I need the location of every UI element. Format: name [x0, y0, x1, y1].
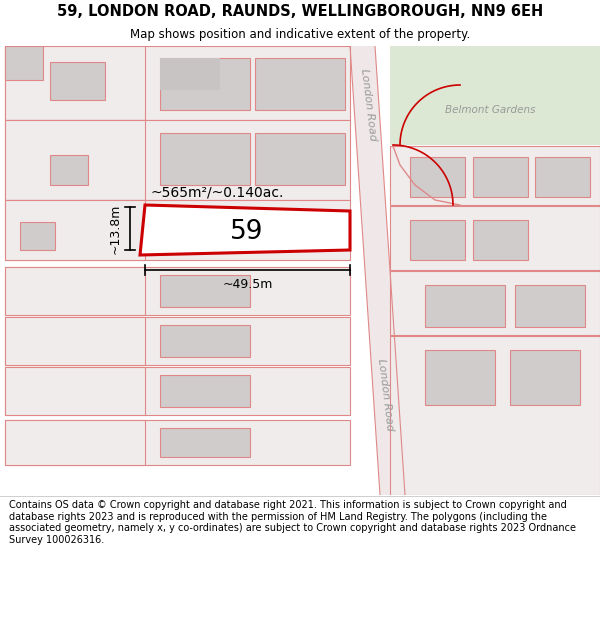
Text: London Road: London Road	[359, 68, 377, 142]
Bar	[515, 285, 585, 327]
Bar	[5, 46, 43, 80]
Bar	[410, 220, 465, 260]
Bar	[160, 428, 250, 457]
Bar	[160, 275, 250, 307]
Bar	[5, 46, 350, 120]
Bar	[5, 317, 145, 365]
Text: ~49.5m: ~49.5m	[223, 278, 272, 291]
Bar	[5, 367, 350, 415]
Bar	[535, 157, 590, 197]
Bar	[160, 58, 250, 110]
Text: London Road: London Road	[376, 358, 394, 432]
Bar	[5, 267, 350, 315]
Bar	[255, 58, 345, 110]
Polygon shape	[390, 46, 600, 145]
Bar	[473, 157, 528, 197]
Bar	[20, 222, 55, 250]
Text: 59, LONDON ROAD, RAUNDS, WELLINGBOROUGH, NN9 6EH: 59, LONDON ROAD, RAUNDS, WELLINGBOROUGH,…	[57, 4, 543, 19]
Polygon shape	[350, 46, 405, 495]
Text: Map shows position and indicative extent of the property.: Map shows position and indicative extent…	[130, 28, 470, 41]
Bar	[50, 155, 88, 185]
Bar	[5, 120, 145, 200]
Bar	[160, 375, 250, 407]
Polygon shape	[140, 205, 350, 255]
Polygon shape	[390, 336, 600, 495]
Bar	[160, 133, 250, 185]
Polygon shape	[390, 271, 600, 335]
Bar	[255, 133, 345, 185]
Bar	[5, 200, 145, 260]
Bar	[160, 325, 250, 357]
Text: Contains OS data © Crown copyright and database right 2021. This information is : Contains OS data © Crown copyright and d…	[9, 500, 576, 545]
Bar	[5, 120, 350, 200]
Bar	[5, 317, 350, 365]
Polygon shape	[390, 206, 600, 270]
Text: Belmont Gardens: Belmont Gardens	[445, 105, 535, 115]
Bar	[5, 200, 350, 260]
Bar	[5, 267, 145, 315]
Bar	[425, 285, 505, 327]
Text: ~565m²/~0.140ac.: ~565m²/~0.140ac.	[150, 186, 283, 200]
Bar	[5, 420, 350, 465]
Polygon shape	[390, 146, 600, 205]
Bar	[160, 58, 220, 90]
Text: ~13.8m: ~13.8m	[109, 203, 122, 254]
Bar	[425, 350, 495, 405]
Bar	[50, 62, 105, 100]
Text: 59: 59	[230, 219, 264, 245]
Bar	[510, 350, 580, 405]
Bar	[473, 220, 528, 260]
Bar	[410, 157, 465, 197]
Bar	[5, 46, 145, 120]
Bar	[5, 367, 145, 415]
Bar	[5, 420, 145, 465]
